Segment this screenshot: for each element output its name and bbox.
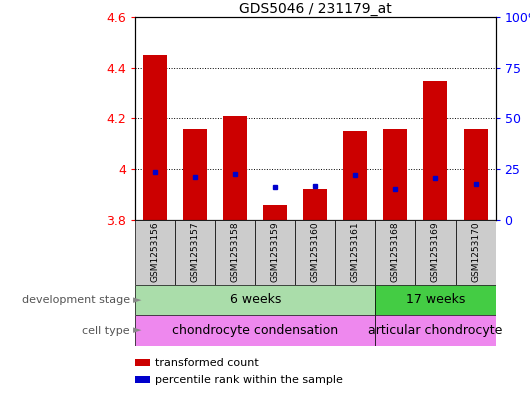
Bar bbox=[455, 220, 496, 285]
Bar bbox=[416, 220, 455, 285]
Bar bbox=[255, 220, 295, 285]
Text: cell type: cell type bbox=[82, 325, 130, 336]
Title: GDS5046 / 231179_at: GDS5046 / 231179_at bbox=[239, 2, 392, 16]
Bar bbox=[175, 220, 215, 285]
Text: articular chondrocyte: articular chondrocyte bbox=[368, 324, 502, 337]
Text: 6 weeks: 6 weeks bbox=[229, 293, 281, 307]
Bar bbox=[135, 359, 149, 366]
Text: 17 weeks: 17 weeks bbox=[406, 293, 465, 307]
Bar bbox=[335, 220, 375, 285]
Bar bbox=[143, 55, 167, 220]
Bar bbox=[215, 220, 255, 285]
Bar bbox=[223, 116, 248, 220]
Text: GSM1253157: GSM1253157 bbox=[191, 222, 200, 283]
Text: GSM1253170: GSM1253170 bbox=[471, 222, 480, 283]
Bar bbox=[295, 220, 335, 285]
Bar bbox=[423, 81, 447, 220]
Bar bbox=[375, 315, 496, 346]
Text: ►: ► bbox=[132, 325, 141, 336]
Text: GSM1253161: GSM1253161 bbox=[351, 222, 360, 283]
Bar bbox=[263, 204, 287, 220]
Bar bbox=[135, 376, 149, 383]
Bar bbox=[135, 315, 375, 346]
Bar bbox=[135, 285, 375, 315]
Bar bbox=[375, 285, 496, 315]
Text: transformed count: transformed count bbox=[155, 358, 259, 368]
Text: GSM1253158: GSM1253158 bbox=[231, 222, 240, 283]
Bar bbox=[383, 129, 408, 220]
Text: ►: ► bbox=[132, 295, 141, 305]
Text: GSM1253168: GSM1253168 bbox=[391, 222, 400, 283]
Text: GSM1253156: GSM1253156 bbox=[151, 222, 160, 283]
Text: GSM1253169: GSM1253169 bbox=[431, 222, 440, 283]
Text: chondrocyte condensation: chondrocyte condensation bbox=[172, 324, 338, 337]
Bar bbox=[464, 129, 488, 220]
Bar bbox=[343, 131, 367, 220]
Bar bbox=[303, 189, 328, 220]
Text: GSM1253159: GSM1253159 bbox=[271, 222, 280, 283]
Bar bbox=[135, 220, 175, 285]
Bar bbox=[375, 220, 416, 285]
Bar bbox=[183, 129, 207, 220]
Text: percentile rank within the sample: percentile rank within the sample bbox=[155, 375, 343, 385]
Text: GSM1253160: GSM1253160 bbox=[311, 222, 320, 283]
Text: development stage: development stage bbox=[22, 295, 130, 305]
